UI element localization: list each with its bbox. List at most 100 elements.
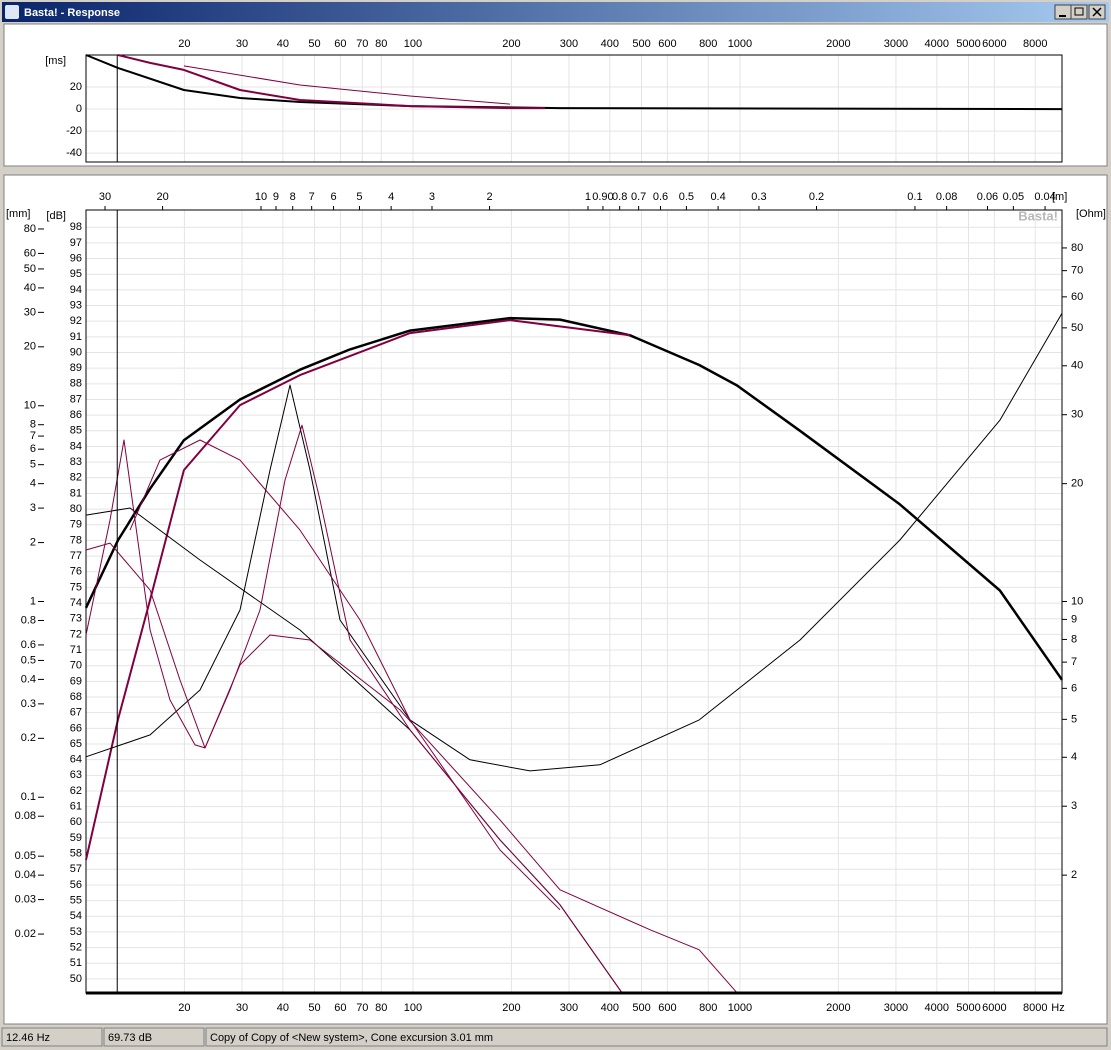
distance-tick-label: 0.8 bbox=[612, 191, 627, 203]
x-tick-label: 800 bbox=[699, 38, 717, 50]
y-tick-label: 89 bbox=[70, 362, 82, 374]
x-tick-label: 500 bbox=[632, 1002, 650, 1014]
mm-tick-label: 50 bbox=[24, 263, 36, 275]
status-level: 69.73 dB bbox=[108, 1032, 152, 1044]
x-tick-label: 70 bbox=[356, 1002, 368, 1014]
x-tick-label: 60 bbox=[334, 38, 346, 50]
x-tick-label: 30 bbox=[236, 38, 248, 50]
x-tick-label: 8000 bbox=[1023, 38, 1047, 50]
x-tick-label: 400 bbox=[601, 38, 619, 50]
mm-tick-label: 30 bbox=[24, 306, 36, 318]
y-tick-label: 97 bbox=[70, 237, 82, 249]
distance-tick-label: 0.08 bbox=[936, 191, 957, 203]
ohm-tick-label: 4 bbox=[1071, 751, 1077, 763]
x-tick-label: 1000 bbox=[728, 38, 752, 50]
y-tick-label: 65 bbox=[70, 738, 82, 750]
ohm-tick-label: 8 bbox=[1071, 633, 1077, 645]
y-tick-label: 90 bbox=[70, 346, 82, 358]
y-tick-label: 82 bbox=[70, 472, 82, 484]
y-tick-label: 84 bbox=[70, 440, 82, 452]
app-icon bbox=[5, 5, 19, 19]
x-tick-label: 20 bbox=[178, 1002, 190, 1014]
x-tick-label: 1000 bbox=[728, 1002, 752, 1014]
ohm-tick-label: 3 bbox=[1071, 800, 1077, 812]
mm-tick-label: 0.4 bbox=[21, 673, 36, 685]
ohm-tick-label: 30 bbox=[1071, 409, 1083, 421]
distance-tick-label: 0.7 bbox=[631, 191, 646, 203]
mm-tick-label: 1 bbox=[30, 595, 36, 607]
x-tick-label: 50 bbox=[308, 38, 320, 50]
y-tick-label: 52 bbox=[70, 941, 82, 953]
curve bbox=[183, 65, 511, 105]
y-tick-label: 50 bbox=[70, 973, 82, 985]
y-tick-label: 56 bbox=[70, 879, 82, 891]
y-tick-label: 64 bbox=[70, 754, 82, 766]
y-tick-label: 95 bbox=[70, 268, 82, 280]
distance-unit: [m] bbox=[1052, 191, 1067, 203]
y-tick-label: 60 bbox=[70, 816, 82, 828]
y-tick-label: 73 bbox=[70, 613, 82, 625]
x-tick-label: 50 bbox=[308, 1002, 320, 1014]
y-tick-label: 70 bbox=[70, 660, 82, 672]
mm-tick-label: 4 bbox=[30, 478, 36, 490]
y-tick-label: 55 bbox=[70, 895, 82, 907]
ohm-tick-label: 9 bbox=[1071, 613, 1077, 625]
mm-tick-label: 0.6 bbox=[21, 639, 36, 651]
x-tick-label: 300 bbox=[560, 38, 578, 50]
mm-tick-label: 0.04 bbox=[15, 869, 36, 881]
y-tick-label: 80 bbox=[70, 503, 82, 515]
mm-tick-label: 10 bbox=[24, 400, 36, 412]
distance-tick-label: 0.05 bbox=[1003, 191, 1024, 203]
distance-tick-label: 0.4 bbox=[710, 191, 725, 203]
delay-chart: 20 30 40 50 60 70 80 100 200 300 400 500 600 800 1000 2… bbox=[45, 38, 1063, 163]
ohm-tick-label: 50 bbox=[1071, 322, 1083, 334]
mm-tick-label: 7 bbox=[30, 430, 36, 442]
ohm-tick-label: 80 bbox=[1071, 242, 1083, 254]
x-tick-label: 30 bbox=[236, 1002, 248, 1014]
curve bbox=[85, 319, 631, 861]
curve bbox=[117, 54, 545, 110]
x-tick-label: 70 bbox=[356, 38, 368, 50]
x-tick-label: 100 bbox=[404, 1002, 422, 1014]
y-tick-label: 79 bbox=[70, 519, 82, 531]
x-tick-label: 100 bbox=[404, 38, 422, 50]
x-tick-label: 80 bbox=[375, 38, 387, 50]
ohm-tick-label: 2 bbox=[1071, 869, 1077, 881]
x-tick-label: 8000 bbox=[1023, 1002, 1047, 1014]
maximize-button[interactable] bbox=[1070, 4, 1088, 20]
mm-tick-label: 20 bbox=[24, 341, 36, 353]
status-description: Copy of Copy of <New system>, Cone excur… bbox=[210, 1032, 493, 1044]
y-tick-label: 87 bbox=[70, 393, 82, 405]
distance-tick-label: 0.3 bbox=[751, 191, 766, 203]
mm-tick-label: 80 bbox=[24, 223, 36, 235]
mm-tick-label: 0.2 bbox=[21, 732, 36, 744]
y-tick-label: 77 bbox=[70, 550, 82, 562]
y-tick-label: 93 bbox=[70, 299, 82, 311]
y-tick-label: 69 bbox=[70, 675, 82, 687]
distance-tick-label: 5 bbox=[356, 191, 362, 203]
y-tick-label: 20 bbox=[70, 81, 82, 93]
x-tick-label: 80 bbox=[375, 1002, 387, 1014]
y-tick-label: 98 bbox=[70, 221, 82, 233]
x-tick-label: 800 bbox=[699, 1002, 717, 1014]
x-tick-label: 300 bbox=[560, 1002, 578, 1014]
y-tick-label: 83 bbox=[70, 456, 82, 468]
ohm-tick-label: 7 bbox=[1071, 656, 1077, 668]
x-tick-label: 4000 bbox=[925, 1002, 949, 1014]
x-tick-label: 4000 bbox=[925, 38, 949, 50]
ohm-tick-label: 20 bbox=[1071, 478, 1083, 490]
distance-tick-label: 9 bbox=[273, 191, 279, 203]
distance-tick-label: 2 bbox=[486, 191, 492, 203]
status-cell bbox=[103, 1027, 205, 1047]
distance-tick-label: 6 bbox=[330, 191, 336, 203]
response-chart: 20 30 40 50 60 70 80 100 200 300 400 500 600 800 1000 2… bbox=[6, 191, 1106, 1014]
distance-tick-label: 7 bbox=[309, 191, 315, 203]
y-tick-label: 0 bbox=[76, 103, 82, 115]
distance-tick-label: 0.04 bbox=[1034, 191, 1055, 203]
x-tick-label: 6000 bbox=[982, 1002, 1006, 1014]
status-cell bbox=[205, 1027, 1108, 1047]
x-tick-label: 6000 bbox=[982, 38, 1006, 50]
mm-tick-label: 3 bbox=[30, 502, 36, 514]
